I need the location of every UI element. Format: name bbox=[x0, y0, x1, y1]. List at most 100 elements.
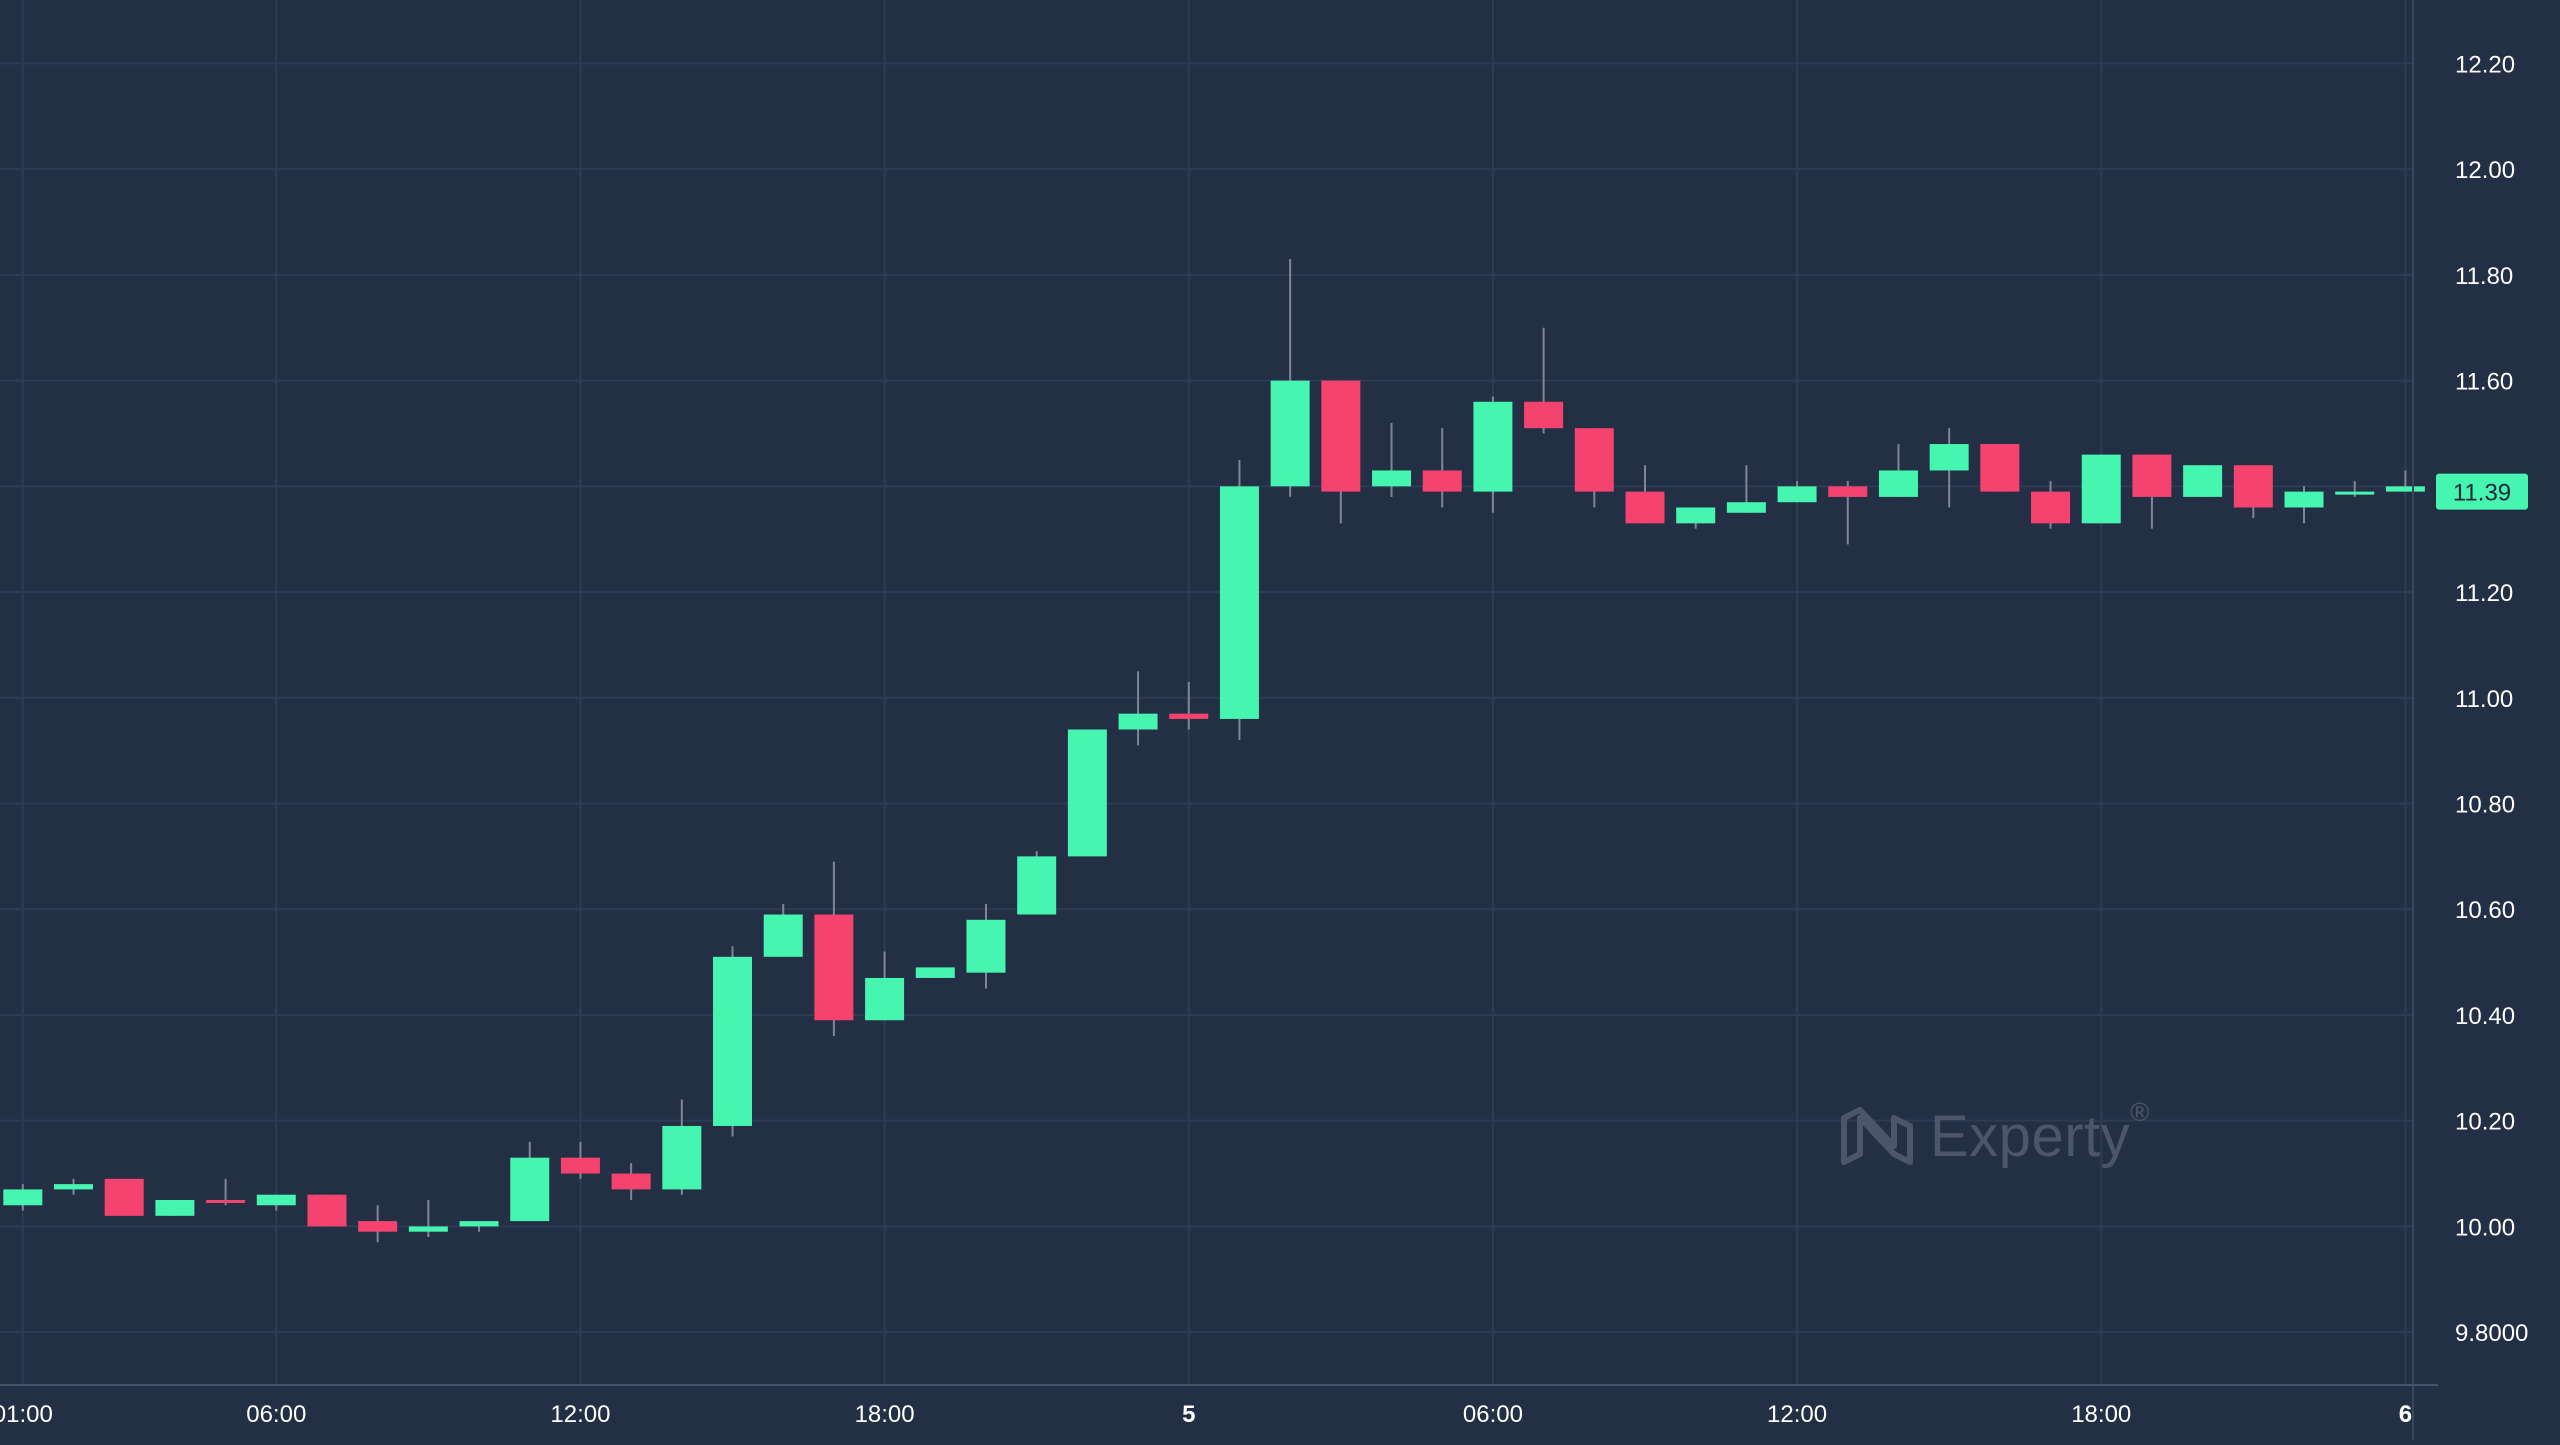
candle-body-up bbox=[2081, 454, 2121, 524]
candle-body-up bbox=[1878, 470, 1918, 497]
candle[interactable] bbox=[2031, 481, 2071, 529]
candle-body-up bbox=[1270, 380, 1310, 487]
candle-body-down bbox=[1980, 444, 2020, 492]
candle[interactable] bbox=[1321, 380, 1361, 524]
candle[interactable] bbox=[1777, 481, 1817, 503]
candle[interactable] bbox=[1118, 671, 1158, 746]
candle[interactable] bbox=[915, 967, 955, 978]
y-tick-label: 11.00 bbox=[2455, 686, 2513, 713]
candle[interactable] bbox=[2385, 470, 2425, 492]
watermark-registered-mark: ® bbox=[2130, 1096, 2150, 1127]
candle[interactable] bbox=[104, 1178, 144, 1216]
candle-body-down bbox=[1321, 380, 1361, 492]
candle[interactable] bbox=[1828, 481, 1868, 545]
candle[interactable] bbox=[1270, 259, 1310, 497]
candle-body-down bbox=[814, 914, 854, 1021]
candle[interactable] bbox=[1574, 428, 1614, 508]
candle[interactable] bbox=[1219, 459, 1259, 741]
candle-body-down bbox=[307, 1194, 347, 1227]
candle-body-up bbox=[1017, 856, 1057, 915]
x-tick-label: 6 bbox=[2399, 1401, 2412, 1428]
y-tick-label: 12.00 bbox=[2455, 157, 2515, 184]
candle-body-up bbox=[713, 956, 753, 1126]
candle[interactable] bbox=[814, 861, 854, 1037]
candle-body-up bbox=[459, 1221, 499, 1227]
y-tick-label: 11.20 bbox=[2455, 580, 2513, 607]
x-tick-label: 06:00 bbox=[1463, 1401, 1523, 1428]
candle[interactable] bbox=[3, 1184, 43, 1211]
candle-body-up bbox=[2335, 491, 2375, 495]
candle-body-down bbox=[1422, 470, 1462, 492]
candle-body-down bbox=[1524, 401, 1564, 429]
candle[interactable] bbox=[763, 903, 803, 957]
candle-body-up bbox=[1777, 486, 1817, 503]
candle-body-up bbox=[763, 914, 803, 957]
candle-body-up bbox=[966, 919, 1006, 973]
candle[interactable] bbox=[1524, 327, 1564, 434]
candle-body-up bbox=[1473, 401, 1513, 492]
candle[interactable] bbox=[206, 1178, 246, 1206]
y-tick-label: 11.80 bbox=[2455, 263, 2513, 290]
candle[interactable] bbox=[1676, 507, 1716, 529]
candle[interactable] bbox=[2183, 465, 2223, 497]
experty-logo-icon bbox=[1841, 1107, 1913, 1165]
candle[interactable] bbox=[155, 1199, 195, 1216]
candle-body-up bbox=[155, 1199, 195, 1216]
candle[interactable] bbox=[1422, 428, 1462, 508]
candle[interactable] bbox=[560, 1141, 600, 1179]
candle[interactable] bbox=[510, 1141, 550, 1222]
candle-body-down bbox=[2031, 491, 2071, 524]
candle[interactable] bbox=[408, 1199, 448, 1237]
candle-body-up bbox=[1372, 470, 1412, 487]
candle[interactable] bbox=[1473, 396, 1513, 513]
candle[interactable] bbox=[2335, 481, 2375, 497]
x-tick-label: 01:00 bbox=[0, 1401, 53, 1428]
candle[interactable] bbox=[2284, 486, 2324, 524]
candle[interactable] bbox=[662, 1099, 702, 1195]
candle[interactable] bbox=[1017, 851, 1057, 915]
candle[interactable] bbox=[1067, 729, 1107, 857]
candle[interactable] bbox=[1169, 681, 1209, 730]
candle[interactable] bbox=[2081, 454, 2121, 524]
x-tick-label: 18:00 bbox=[855, 1401, 915, 1428]
experty-watermark: Experty® bbox=[1838, 1096, 2178, 1176]
y-tick-label: 10.00 bbox=[2455, 1214, 2515, 1241]
candle[interactable] bbox=[1980, 444, 2020, 492]
candle[interactable] bbox=[713, 946, 753, 1137]
candle[interactable] bbox=[1625, 465, 1665, 524]
candle[interactable] bbox=[307, 1194, 347, 1227]
candles-group bbox=[3, 259, 2425, 1243]
candle-body-up bbox=[2385, 486, 2425, 492]
candle-body-up bbox=[915, 967, 955, 978]
candle[interactable] bbox=[1929, 428, 1969, 508]
candle[interactable] bbox=[2233, 465, 2273, 519]
y-tick-label: 11.60 bbox=[2455, 369, 2513, 396]
candle[interactable] bbox=[358, 1205, 398, 1243]
candle-body-down bbox=[611, 1173, 651, 1190]
watermark-text: Experty® bbox=[1930, 1096, 2150, 1169]
candle-body-up bbox=[1118, 713, 1158, 730]
y-tick-label: 12.20 bbox=[2455, 51, 2515, 78]
candle-body-up bbox=[408, 1226, 448, 1232]
last-price-label: 11.39 bbox=[2453, 480, 2511, 507]
candle-body-up bbox=[256, 1194, 296, 1206]
candle-body-down bbox=[2233, 465, 2273, 508]
candle-body-up bbox=[1219, 486, 1259, 719]
candle[interactable] bbox=[865, 951, 905, 1021]
candle[interactable] bbox=[2132, 454, 2172, 529]
candle-body-up bbox=[54, 1184, 94, 1190]
candle[interactable] bbox=[611, 1162, 651, 1200]
candle[interactable] bbox=[54, 1178, 94, 1195]
candle-body-up bbox=[1726, 502, 1766, 513]
candle[interactable] bbox=[1726, 465, 1766, 513]
candle[interactable] bbox=[1372, 422, 1412, 497]
candle[interactable] bbox=[966, 903, 1006, 989]
candle[interactable] bbox=[256, 1194, 296, 1211]
candle[interactable] bbox=[459, 1221, 499, 1232]
candle-body-up bbox=[3, 1189, 43, 1206]
candle[interactable] bbox=[1878, 444, 1918, 497]
candle-body-down bbox=[358, 1221, 398, 1232]
